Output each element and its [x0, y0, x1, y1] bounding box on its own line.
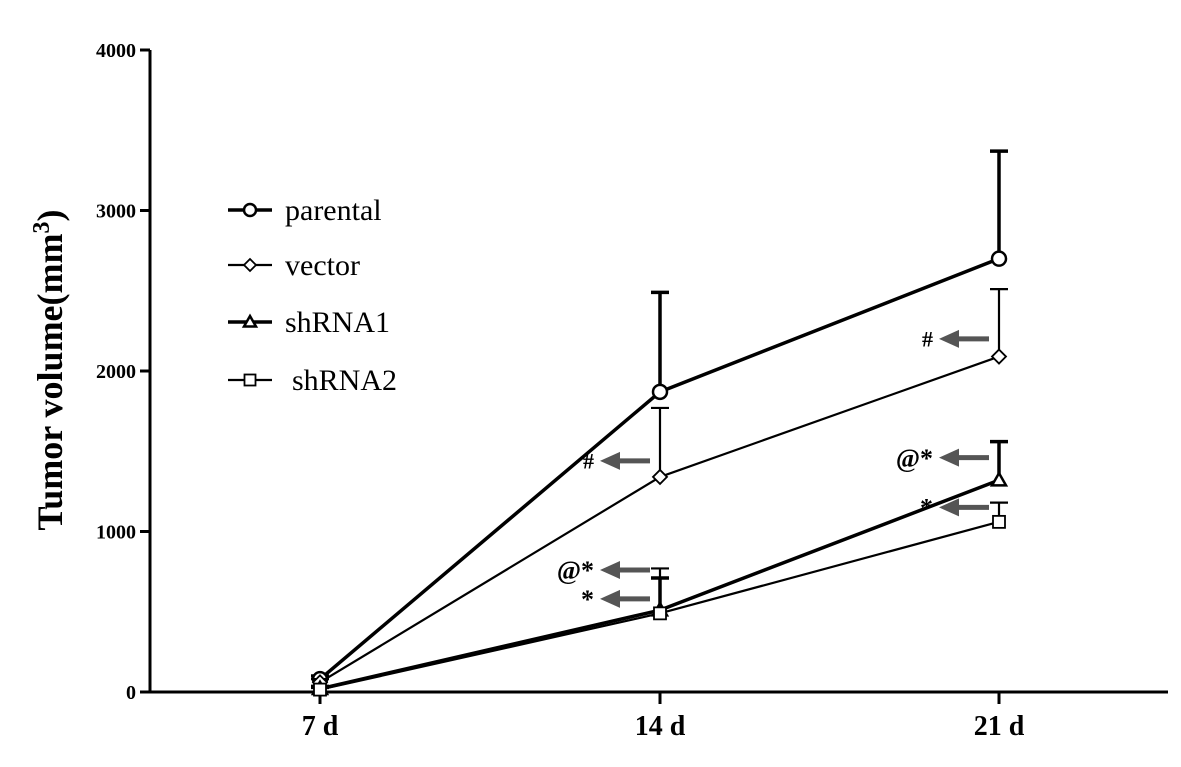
annotation-arrow-head: [600, 589, 620, 608]
significance-annotation: *: [581, 585, 650, 614]
legend-label: vector: [285, 249, 360, 282]
annotation-arrow-head: [939, 448, 959, 467]
series-parental: [311, 149, 1008, 688]
y-tick-label: 1000: [96, 522, 136, 544]
series-layer: [310, 149, 1009, 697]
legend-label: shRNA2: [292, 364, 397, 397]
y-axis-label: Tumor volume(mm3): [29, 210, 70, 531]
significance-annotation: @*: [557, 556, 650, 585]
significance-annotation: @*: [896, 444, 989, 473]
x-tick-label: 14 d: [635, 711, 686, 742]
circle-marker: [242, 202, 258, 218]
circle-marker: [990, 250, 1008, 267]
square-marker: [653, 606, 667, 621]
x-tick-label: 21 d: [974, 711, 1025, 742]
diamond-marker: [651, 468, 669, 486]
x-axis-ticks: 7 d 14 d 21 d: [302, 692, 1025, 742]
series-vector: [311, 288, 1008, 691]
significance-annotation: #: [922, 327, 989, 352]
annotation-arrow-head: [939, 498, 959, 517]
annotation-label: @*: [896, 444, 933, 473]
legend-item-parental: parental: [228, 194, 382, 227]
annotation-layer: ##@**@**: [557, 327, 989, 614]
triangle-marker: [989, 470, 1009, 487]
legend: parental vector shRNA1 shRNA2: [228, 194, 397, 397]
x-tick-label: 7 d: [302, 711, 339, 742]
circle-marker: [651, 383, 669, 401]
annotation-arrow-head: [939, 329, 959, 348]
annotation-label: #: [583, 449, 594, 474]
y-axis-ticks: 0 1000 2000 3000 4000: [96, 40, 150, 704]
legend-item-shrna1: shRNA1: [228, 306, 390, 339]
annotation-label: #: [922, 327, 933, 352]
square-marker: [992, 514, 1006, 529]
y-axis-label-main: Tumor volume(mm: [30, 233, 70, 530]
legend-label: shRNA1: [285, 306, 390, 339]
y-axis-label-superscript: 3: [29, 222, 55, 234]
square-marker: [313, 682, 327, 697]
significance-annotation: *: [920, 494, 989, 523]
diamond-marker: [242, 257, 258, 273]
significance-annotation: #: [583, 449, 650, 474]
legend-item-vector: vector: [228, 249, 360, 282]
legend-item-shrna2: shRNA2: [228, 364, 397, 397]
y-tick-label: 2000: [96, 361, 136, 383]
annotation-arrow-head: [600, 451, 620, 470]
annotation-label: *: [581, 585, 594, 614]
annotation-arrow-head: [600, 561, 620, 580]
y-axis-label-close: ): [30, 210, 70, 222]
series-shrna2: [311, 501, 1008, 697]
triangle-marker: [241, 313, 259, 328]
legend-label: parental: [285, 194, 382, 227]
y-tick-label: 0: [126, 682, 136, 704]
annotation-label: @*: [557, 556, 594, 585]
diamond-marker: [990, 348, 1008, 365]
y-tick-label: 3000: [96, 201, 136, 223]
y-tick-label: 4000: [96, 40, 136, 62]
square-marker: [243, 373, 257, 387]
annotation-label: *: [920, 494, 933, 523]
